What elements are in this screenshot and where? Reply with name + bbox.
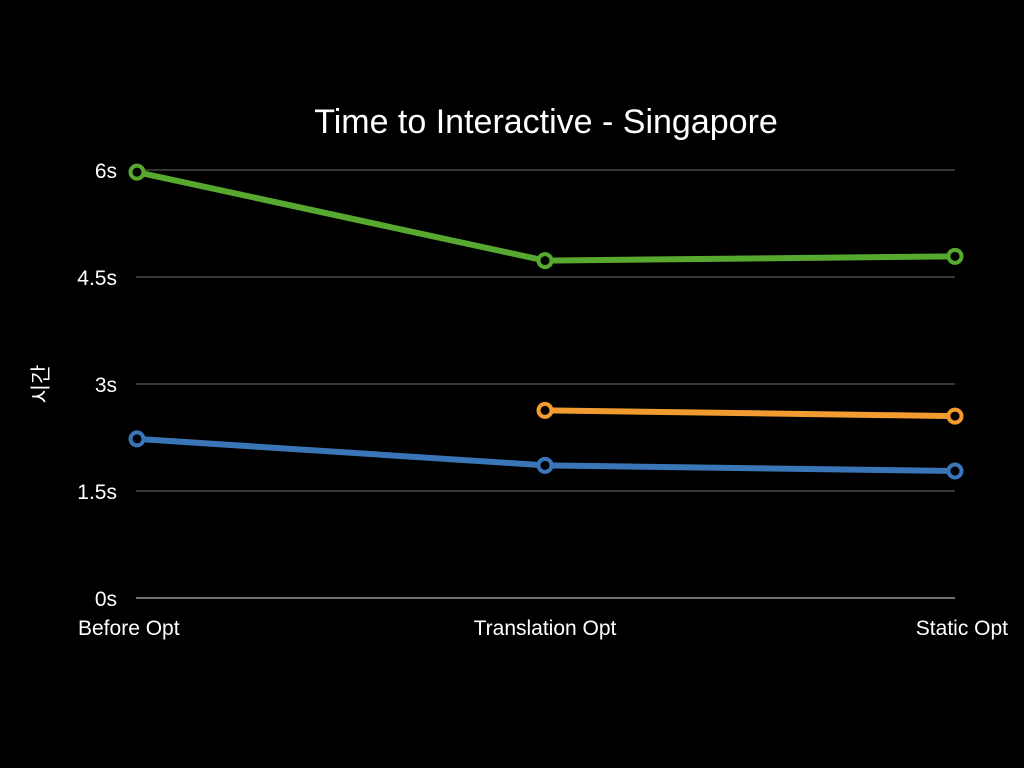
data-point: [946, 407, 964, 425]
x-tick-label: Translation Opt: [474, 617, 617, 640]
series-1: [536, 401, 964, 425]
grid-lines: [136, 169, 955, 599]
x-tick-label: Before Opt: [78, 617, 180, 640]
y-tick-label: 1.5s: [77, 481, 117, 504]
data-point: [536, 252, 554, 270]
data-point: [128, 163, 146, 181]
x-tick-label: Static Opt: [916, 617, 1008, 640]
data-point: [946, 462, 964, 480]
series-line: [134, 169, 958, 264]
series-lines: [128, 163, 964, 480]
y-tick-labels: 0s 1.5s 3s 4.5s 6s: [77, 160, 117, 611]
series-2: [128, 430, 964, 480]
series-0: [128, 163, 964, 270]
series-line: [542, 407, 958, 420]
data-point: [946, 247, 964, 265]
y-tick-label: 0s: [95, 588, 117, 611]
y-tick-label: 3s: [95, 374, 117, 397]
chart-title: Time to Interactive - Singapore: [314, 103, 778, 141]
x-tick-labels: Before Opt Translation Opt Static Opt: [78, 617, 1008, 640]
y-tick-label: 4.5s: [77, 267, 117, 290]
data-point: [536, 401, 554, 419]
y-tick-label: 6s: [95, 160, 117, 183]
data-point: [128, 430, 146, 448]
data-point: [536, 456, 554, 474]
y-axis-label: 시간: [29, 365, 53, 404]
